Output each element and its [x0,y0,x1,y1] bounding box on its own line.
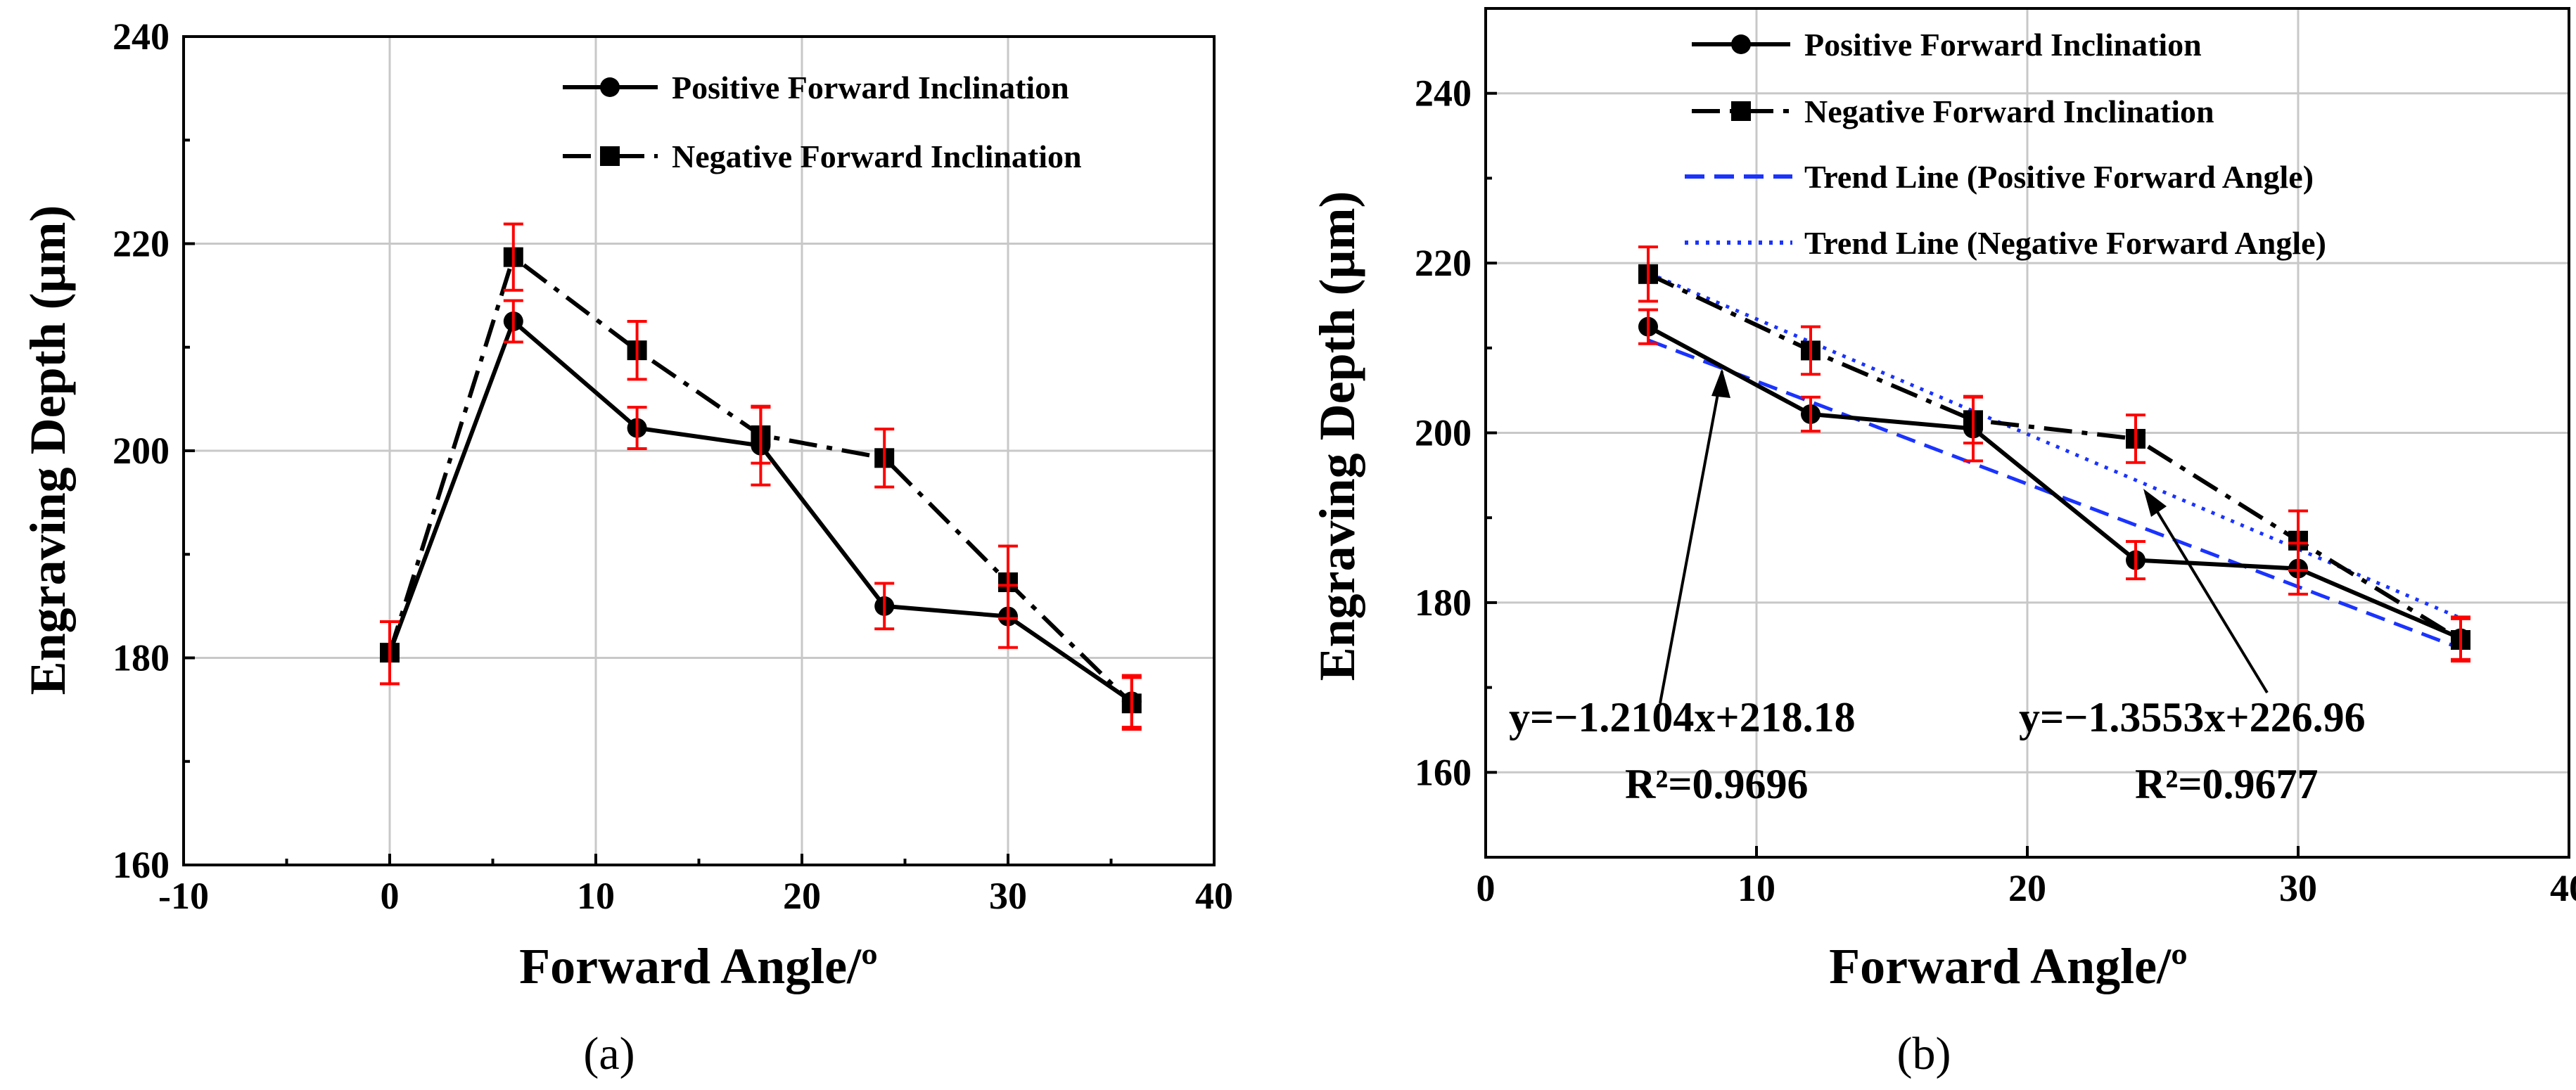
annotation-2-equation: y=−1.3553x+226.96 [2019,694,2366,740]
annotation-2-arrowhead [2143,489,2167,517]
chart-a-series-line-0 [388,317,1133,703]
chart-a-errorbar [380,620,400,686]
legend-b-negative-marker [1731,101,1751,121]
chart-a-ytick-label: 200 [113,430,170,472]
legend-b-positive-marker [1731,34,1751,54]
chart-a-legend: Positive Forward Inclination Negative Fo… [563,70,1082,174]
chart-a-grid [184,37,1214,865]
chart-b-panel-label: (b) [1897,1028,1951,1079]
legend-b-positive-label: Positive Forward Inclination [1804,27,2202,63]
chart-a-ytick-label: 180 [113,637,170,679]
chart-b-errorbar [2126,539,2145,581]
legend-b-trend-positive-label: Trend Line (Positive Forward Angle) [1804,159,2314,195]
legend-b-trend-negative-label: Trend Line (Negative Forward Angle) [1804,225,2326,261]
chart-a-errorbar [998,544,1018,620]
annotation-1-equation: y=−1.2104x+218.18 [1509,694,1856,740]
chart-b-errorbar [1801,325,1821,376]
chart-b-errorbar [1801,395,1821,433]
legend-a-negative-marker [600,146,620,166]
chart-b-grid [1486,8,2569,857]
chart-a-xtick-label: 10 [577,875,615,917]
chart-a-xtick-label: 0 [381,875,400,917]
chart-a-xtick-label: 20 [783,875,821,917]
legend-a-positive-marker [600,77,620,97]
chart-a-ytick-label: 240 [113,15,170,58]
chart-a-errorbar [751,406,771,465]
chart-b-xtick-label: 0 [1477,867,1496,909]
chart-a-panel-label: (a) [583,1028,635,1079]
annotation-2-r2: R²=0.9677 [2135,761,2319,807]
chart-a-errorbar [874,428,895,489]
chart-b-trend-line-2 [1647,338,2461,650]
legend-a-positive-label: Positive Forward Inclination [672,70,1069,105]
chart-b-xtick-label: 20 [2008,867,2046,909]
chart-a-series [380,222,1142,731]
legend-b-negative-label: Negative Forward Inclination [1804,94,2214,129]
chart-b-ytick-label: 180 [1415,582,1472,624]
chart-b-xtick-label: 40 [2550,867,2576,909]
chart-a-errorbar [503,222,523,292]
chart-b-legend: Positive Forward Inclination Negative Fo… [1685,27,2326,261]
chart-b-ytick-label: 240 [1415,72,1472,115]
chart-a-errorbar [627,319,647,381]
chart-b-ytick-label: 220 [1415,242,1472,284]
chart-a-errorbar [503,299,523,344]
chart-a-xlabel: Forward Angle/º [519,938,878,994]
annotation-1-arrowhead [1711,368,1730,398]
chart-a-ytick-label: 160 [113,844,170,886]
chart-a-errorbar [874,582,895,631]
chart-b-annotations: y=−1.2104x+218.18 R²=0.9696 y=−1.3553x+2… [1509,368,2366,807]
chart-b-ylabel: Engraving Depth (μm) [1309,191,1365,681]
legend-a-negative-label: Negative Forward Inclination [672,139,1082,174]
chart-b-xlabel: Forward Angle/º [1829,938,2188,994]
chart-b-errorbar [1638,308,1658,345]
chart-b-series-line-0 [1647,324,2462,641]
chart-a-xtick-label: 40 [1195,875,1233,917]
chart-b-errorbar [2288,509,2308,572]
annotation-1-arrow [1659,371,1723,704]
chart-a-ytick-label: 220 [113,223,170,265]
annotation-1-r2: R²=0.9696 [1625,761,1809,807]
annotation-2-arrow [2144,491,2269,694]
chart-a-ylabel: Engraving Depth (μm) [20,205,76,695]
chart-b-xtick-label: 10 [1737,867,1775,909]
chart-b-series [1638,245,2470,663]
chart-b-ytick-label: 200 [1415,412,1472,454]
chart-a-xtick-label: 30 [989,875,1027,917]
chart-a: -10 0 10 20 30 40 160 180 200 220 240 Positive For… [20,15,1233,1079]
chart-a-errorbar [1121,676,1142,731]
chart-b-errorbar [1638,245,1658,303]
chart-b-ticks: 0 10 20 30 40 160 180 200 220 240 [1415,72,2576,909]
chart-b: 0 10 20 30 40 160 180 200 220 240 Positive Forwar… [1309,7,2576,1079]
chart-a-errorbar [627,406,647,451]
chart-b-errorbar [2126,413,2145,464]
chart-b-xtick-label: 30 [2279,867,2317,909]
chart-b-errorbar [1963,395,1983,444]
chart-b-series-line-1 [1647,272,2462,642]
chart-b-errorbar [2451,617,2470,663]
chart-a-ticks: -10 0 10 20 30 40 160 180 200 220 240 [113,15,1233,917]
chart-b-ytick-label: 160 [1415,751,1472,793]
chart-a-xtick-label: -10 [158,875,209,917]
